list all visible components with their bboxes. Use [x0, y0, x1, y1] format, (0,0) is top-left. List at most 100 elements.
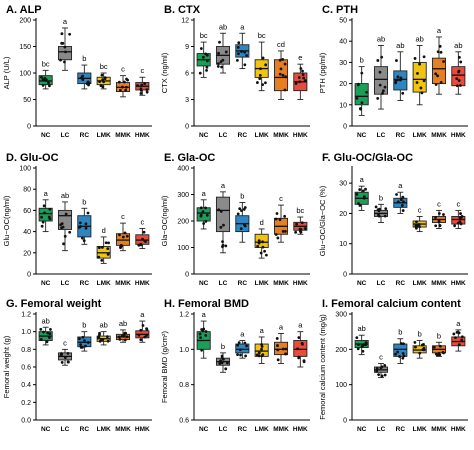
data-point: [60, 361, 64, 364]
data-point: [264, 253, 268, 257]
data-point: [395, 59, 398, 62]
box-hmk: bc: [293, 206, 308, 235]
data-point: [83, 339, 86, 342]
y-tick-label: 20: [23, 250, 31, 257]
panel-title: C. PTH: [322, 4, 358, 16]
data-point: [380, 55, 384, 59]
x-tick-label: HMK: [135, 132, 150, 139]
data-point: [378, 83, 382, 87]
data-point: [394, 79, 398, 82]
data-point: [275, 337, 279, 340]
data-point: [438, 44, 442, 48]
data-point: [237, 341, 241, 345]
significance-letter: bc: [42, 59, 50, 68]
box-hmk: c: [135, 217, 150, 250]
y-tick-label: 40: [339, 39, 347, 46]
significance-letter: b: [240, 191, 244, 200]
data-point: [299, 230, 303, 234]
box-lc: ab: [57, 191, 73, 252]
significance-letter: ab: [119, 319, 127, 328]
box-lc: a: [57, 17, 73, 71]
box-lmk: ab: [412, 34, 427, 106]
y-tick-label: 50: [339, 18, 347, 25]
box-rc: b: [77, 321, 92, 352]
data-point: [97, 335, 101, 339]
data-point: [301, 69, 304, 73]
significance-letter: a: [202, 310, 207, 319]
data-point: [201, 55, 205, 59]
data-point: [438, 344, 442, 348]
data-point: [276, 348, 280, 352]
y-tick-label: 200: [19, 18, 31, 25]
data-point: [68, 230, 72, 234]
x-tick-label: RC: [396, 280, 406, 287]
significance-letter: d: [260, 218, 264, 227]
x-tick-label: RC: [396, 426, 406, 433]
data-point: [459, 216, 463, 220]
data-point: [420, 91, 424, 95]
data-point: [414, 226, 418, 230]
data-point: [422, 348, 426, 352]
data-point: [399, 78, 402, 82]
data-point: [217, 62, 220, 66]
data-point: [296, 347, 300, 351]
data-point: [104, 241, 108, 245]
significance-letter: ab: [61, 191, 69, 200]
data-point: [139, 91, 143, 95]
box-nc: a: [196, 189, 211, 230]
y-tick-label: 1.0: [179, 347, 189, 354]
significance-letter: c: [418, 205, 422, 214]
data-point: [243, 50, 247, 54]
x-tick-label: MMK: [115, 426, 131, 433]
significance-letter: c: [121, 212, 125, 221]
data-point: [381, 91, 384, 95]
significance-letter: a: [456, 319, 461, 328]
data-point: [460, 338, 464, 342]
data-point: [240, 209, 243, 213]
x-tick-label: HMK: [293, 426, 308, 433]
box-lmk: ab: [96, 321, 111, 346]
x-tick-label: RC: [238, 280, 248, 287]
data-point: [301, 73, 305, 77]
data-point: [120, 334, 124, 338]
data-point: [301, 342, 304, 346]
box-rc: a: [235, 330, 250, 359]
data-point: [40, 75, 43, 79]
data-point: [242, 208, 246, 211]
x-tick-label: RC: [80, 280, 90, 287]
significance-letter: ab: [41, 316, 49, 325]
data-point: [458, 55, 461, 59]
data-point: [64, 212, 68, 216]
box-lmk: bc: [96, 62, 111, 90]
data-point: [47, 336, 51, 339]
significance-letter: a: [398, 181, 403, 190]
data-point: [398, 355, 401, 358]
significance-letter: c: [279, 194, 283, 203]
data-point: [84, 226, 88, 230]
data-point: [204, 334, 208, 337]
data-point: [415, 220, 418, 224]
data-point: [274, 217, 278, 221]
data-point: [221, 240, 224, 244]
box-lmk: d: [96, 226, 111, 264]
data-point: [84, 222, 88, 226]
data-point: [299, 67, 303, 70]
significance-letter: b: [221, 342, 225, 351]
panel-title: F. Glu-OC/Gla-OC: [322, 152, 413, 164]
data-point: [458, 84, 462, 87]
data-point: [79, 345, 83, 349]
data-point: [399, 342, 403, 345]
y-axis-label: Femoral BMD (g/cm²): [160, 330, 169, 403]
data-point: [278, 218, 282, 222]
data-point: [219, 60, 223, 64]
box-iqr: [354, 83, 369, 106]
significance-letter: bc: [296, 206, 304, 215]
x-tick-label: LC: [219, 132, 228, 139]
box-mmk: c: [115, 212, 131, 252]
box-nc: ab: [354, 324, 369, 356]
y-tick-label: 10: [339, 102, 347, 109]
panel-g: G. Femoral weight Femoral weight (g) 0.0 0.…: [2, 298, 152, 433]
significance-letter: a: [44, 189, 49, 198]
significance-letter: c: [379, 352, 383, 361]
x-tick-label: MMK: [273, 132, 289, 139]
